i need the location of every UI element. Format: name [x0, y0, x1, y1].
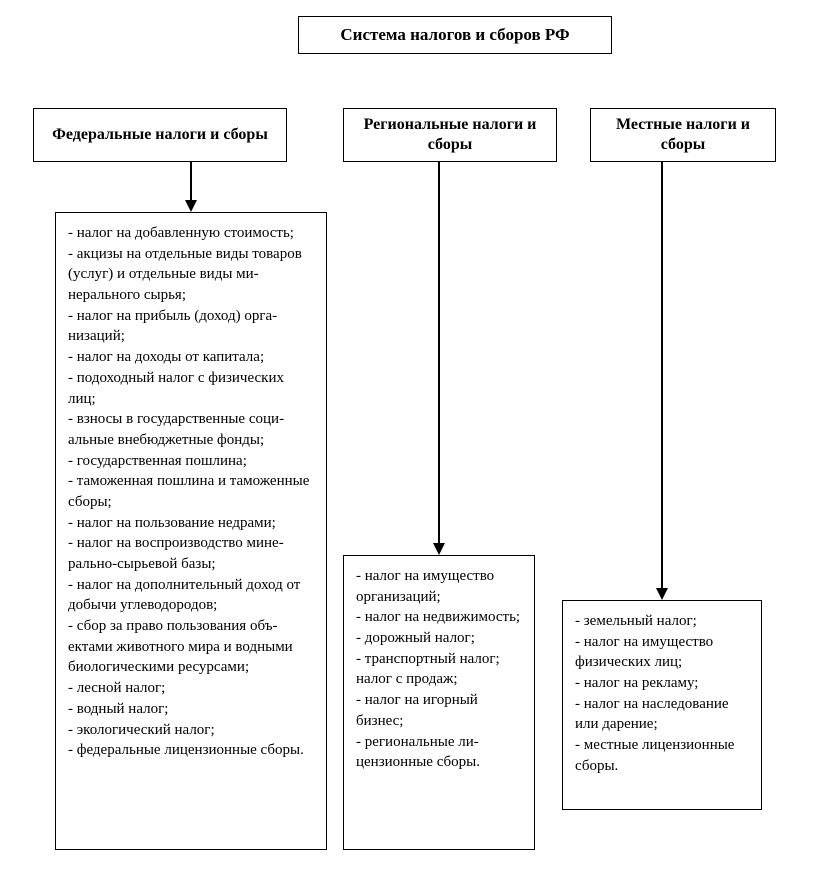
list-item: - налог на воспроизводство мине­рально-с…: [68, 533, 314, 574]
list-item: - налог на игорный бизнес;: [356, 690, 522, 731]
diagram-title-text: Система налогов и сборов РФ: [340, 25, 569, 45]
arrow-federal-head: [185, 200, 197, 212]
list-item: - таможенная пошлина и тамо­женные сборы…: [68, 471, 314, 512]
local-list: - земельный налог; - налог на имущество …: [562, 600, 762, 810]
federal-header: Федеральные налоги и сборы: [33, 108, 287, 162]
list-item: - налог на прибыль (доход) орга­низаций;: [68, 306, 314, 347]
arrow-regional-line: [438, 162, 440, 545]
list-item: - дорожный налог;: [356, 628, 522, 649]
list-item: - подоходный налог с физических лиц;: [68, 368, 314, 409]
list-item: - взносы в государственные соци­альные в…: [68, 409, 314, 450]
list-item: - сбор за право пользования объ­ектами ж…: [68, 616, 314, 678]
list-item: - налог на пользование недрами;: [68, 513, 314, 534]
list-item: - региональные ли­цензионные сборы.: [356, 732, 522, 773]
regional-list: - налог на имущество организаций; - нало…: [343, 555, 535, 850]
list-item: - федеральные лицензионные сбо­ры.: [68, 740, 314, 761]
arrow-local-head: [656, 588, 668, 600]
list-item: - налог на добавленную стои­мость;: [68, 223, 314, 244]
list-item: - местные лицензи­онные сборы.: [575, 735, 749, 776]
list-item: - налог на рекламу;: [575, 673, 749, 694]
list-item: - налог на имущество организаций;: [356, 566, 522, 607]
list-item: - акцизы на отдельные виды това­ров (усл…: [68, 244, 314, 306]
list-item: - налог на дополнительный доход от добыч…: [68, 575, 314, 616]
regional-header: Региональные налоги и сборы: [343, 108, 557, 162]
list-item: - налог на наследо­вание или дарение;: [575, 694, 749, 735]
local-header: Местные налоги и сборы: [590, 108, 776, 162]
list-item: - транспортный налог; налог с про­даж;: [356, 649, 522, 690]
diagram-title: Система налогов и сборов РФ: [298, 16, 612, 54]
regional-header-text: Региональные налоги и сборы: [352, 115, 548, 155]
list-item: - лесной налог;: [68, 678, 314, 699]
list-item: - налог на доходы от капитала;: [68, 347, 314, 368]
list-item: - земельный налог;: [575, 611, 749, 632]
list-item: - государственная пошлина;: [68, 451, 314, 472]
list-item: - водный налог;: [68, 699, 314, 720]
list-item: - налог на недвижи­мость;: [356, 607, 522, 628]
list-item: - налог на имущество физических лиц;: [575, 632, 749, 673]
local-header-text: Местные налоги и сборы: [599, 115, 767, 155]
arrow-local-line: [661, 162, 663, 590]
list-item: - экологический налог;: [68, 720, 314, 741]
arrow-regional-head: [433, 543, 445, 555]
arrow-federal-line: [190, 162, 192, 202]
federal-header-text: Федеральные налоги и сборы: [52, 125, 268, 145]
federal-list: - налог на добавленную стои­мость; - акц…: [55, 212, 327, 850]
